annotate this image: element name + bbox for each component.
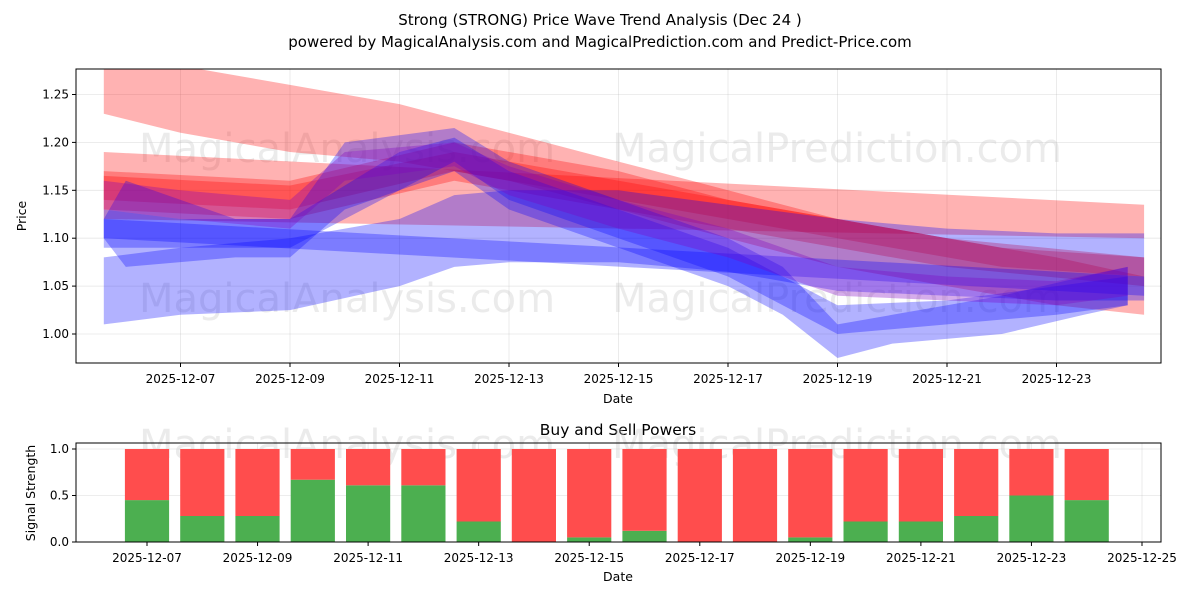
price-x-tick-label: 2025-12-09 [255, 372, 325, 386]
price-bands [103, 69, 1145, 358]
blue-long-band [103, 219, 1145, 296]
signal-title: Buy and Sell Powers [540, 421, 697, 439]
price-x-tick-label: 2025-12-21 [912, 372, 982, 386]
watermark-3: MagicalAnalysis.com [139, 276, 555, 322]
buy-bar [456, 521, 501, 542]
signal-y-ticks: 0.0 0.5 1.0 [50, 442, 76, 549]
sell-bar [346, 449, 391, 486]
buy-bar [290, 479, 335, 542]
signal-y-tick-label: 0.5 [50, 489, 69, 503]
sell-bar [843, 449, 888, 522]
price-grid [76, 69, 1161, 363]
buy-bar [124, 500, 170, 542]
signal-x-label: Date [603, 569, 633, 584]
price-y-tick-label: 1.00 [42, 327, 69, 341]
sell-bar [401, 449, 446, 486]
purple-wave-band [103, 142, 1128, 306]
signal-x-tick-label: 2025-12-25 [1107, 551, 1177, 565]
buy-bar [1064, 500, 1109, 542]
buy-bar [622, 530, 667, 542]
signal-y-tick-label: 1.0 [50, 442, 69, 456]
sell-bar [622, 449, 667, 531]
chart-title-line1: Strong (STRONG) Price Wave Trend Analysi… [398, 11, 801, 29]
watermark-2: MagicalPrediction.com [612, 126, 1062, 172]
signal-x-tick-label: 2025-12-09 [223, 551, 293, 565]
buy-bar [898, 521, 943, 542]
price-y-ticks: 1.00 1.05 1.10 1.15 1.20 1.25 [42, 88, 76, 341]
sell-bar [235, 449, 280, 516]
signal-x-tick-label: 2025-12-13 [444, 551, 514, 565]
sell-bar [124, 449, 170, 501]
signal-x-tick-label: 2025-12-15 [554, 551, 624, 565]
price-x-tick-label: 2025-12-13 [474, 372, 544, 386]
sell-bar [511, 449, 556, 542]
price-x-tick-label: 2025-12-07 [146, 372, 216, 386]
buy-bar [1009, 495, 1054, 542]
buy-bar [954, 516, 999, 542]
sell-bar [677, 449, 722, 542]
price-x-label: Date [603, 391, 633, 406]
price-y-tick-label: 1.05 [42, 279, 69, 293]
sell-bar [788, 449, 833, 538]
signal-y-label: Signal Strength [23, 445, 38, 541]
buy-bar [567, 537, 612, 542]
signal-x-tick-label: 2025-12-11 [333, 551, 403, 565]
signal-x-ticks: 2025-12-07 2025-12-09 2025-12-11 2025-12-13… [112, 542, 1177, 565]
sell-bar [1009, 449, 1054, 496]
price-y-tick-label: 1.15 [42, 183, 69, 197]
sell-bar [567, 449, 612, 538]
sell-bar [1064, 449, 1109, 501]
buy-bar [235, 516, 280, 542]
signal-y-tick-label: 0.0 [50, 535, 69, 549]
price-x-ticks: 2025-12-07 2025-12-09 2025-12-11 2025-12-13… [146, 363, 1092, 386]
buy-bar [788, 537, 833, 542]
price-panel: MagicalAnalysis.com MagicalPrediction.co… [14, 68, 1162, 406]
blue-lower-band [103, 190, 1145, 325]
signal-axes-frame [75, 442, 1162, 543]
watermark-4: MagicalPrediction.com [612, 276, 1062, 322]
sell-bar [456, 449, 501, 522]
red-mid-band [103, 142, 1145, 287]
signal-x-tick-label: 2025-12-17 [665, 551, 735, 565]
sell-bar [290, 449, 335, 480]
signal-x-tick-label: 2025-12-23 [997, 551, 1067, 565]
blue-wave-band-2 [103, 137, 1128, 334]
price-y-tick-label: 1.25 [42, 88, 69, 102]
price-x-tick-label: 2025-12-15 [584, 372, 654, 386]
red-thin-band [103, 152, 1145, 277]
buy-bar [346, 485, 391, 542]
signal-x-tick-label: 2025-12-21 [886, 551, 956, 565]
signal-bars [124, 449, 1109, 542]
buy-bar [401, 485, 446, 542]
price-watermarks: MagicalAnalysis.com MagicalPrediction.co… [139, 126, 1062, 322]
buy-bar [843, 521, 888, 542]
buy-bar [180, 516, 225, 542]
blue-wave-band [103, 128, 1128, 358]
price-y-label: Price [14, 200, 29, 231]
price-x-tick-label: 2025-12-23 [1022, 372, 1092, 386]
price-x-tick-label: 2025-12-17 [693, 372, 763, 386]
price-x-tick-label: 2025-12-11 [365, 372, 435, 386]
sell-bar [898, 449, 943, 522]
watermark-1: MagicalAnalysis.com [139, 126, 555, 172]
price-y-tick-label: 1.20 [42, 135, 69, 149]
signal-x-tick-label: 2025-12-07 [112, 551, 182, 565]
price-x-tick-label: 2025-12-19 [803, 372, 873, 386]
sell-bar [732, 449, 778, 542]
price-y-tick-label: 1.10 [42, 231, 69, 245]
chart-title-line2: powered by MagicalAnalysis.com and Magic… [288, 33, 912, 51]
sell-bar [954, 449, 999, 516]
signal-x-tick-label: 2025-12-19 [775, 551, 845, 565]
red-long-band [103, 152, 1145, 239]
signal-panel: Buy and Sell Powers MagicalAnalysis.com … [23, 421, 1177, 584]
red-upper-band [103, 69, 1145, 315]
sell-bar [180, 449, 225, 516]
